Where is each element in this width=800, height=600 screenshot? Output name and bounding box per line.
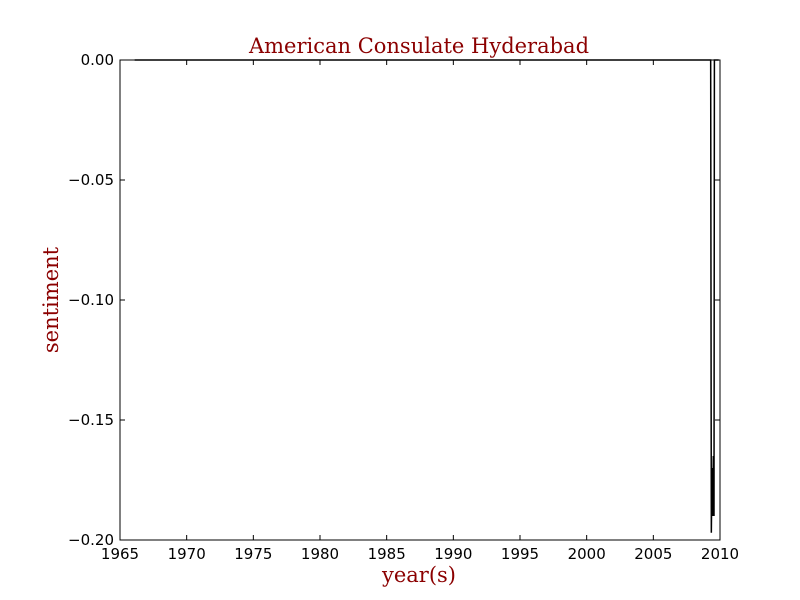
- x-tick-label: 1990: [434, 545, 472, 563]
- x-tick-label: 1970: [168, 545, 206, 563]
- x-axis-title: year(s): [381, 563, 456, 587]
- x-tick-label: 1965: [101, 545, 139, 563]
- x-tick-label: 2005: [634, 545, 672, 563]
- x-tick-label: 1980: [301, 545, 339, 563]
- plot-area: 1965 1970 1975 1980 1985 1990 1995 2000 2005 2010…: [68, 51, 739, 563]
- y-axis-title: sentiment: [39, 246, 63, 353]
- x-tick-label: 1975: [234, 545, 272, 563]
- x-tick-label: 1985: [368, 545, 406, 563]
- y-tick-label: 0.00: [81, 51, 114, 69]
- y-tick-label: −0.20: [68, 531, 114, 549]
- x-tick-label: 2000: [568, 545, 606, 563]
- y-tick-label: −0.10: [68, 291, 114, 309]
- y-tick-label: −0.05: [68, 171, 114, 189]
- x-tick-label: 1995: [501, 545, 539, 563]
- axes-frame: [119, 59, 721, 541]
- chart-title: American Consulate Hyderabad: [248, 34, 589, 58]
- y-tick-label: −0.15: [68, 411, 114, 429]
- series-line: [134, 59, 719, 533]
- x-tick-label: 2010: [701, 545, 739, 563]
